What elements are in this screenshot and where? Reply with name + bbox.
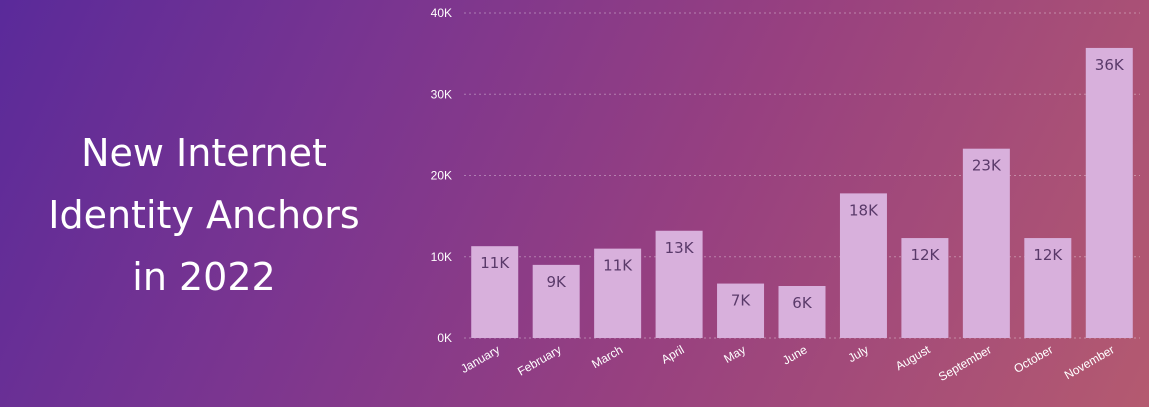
x-tick-label: February <box>515 342 564 378</box>
data-label: 12K <box>910 246 940 264</box>
bar <box>901 238 949 338</box>
headline-line-1: New Internet <box>81 131 327 175</box>
bar <box>655 230 703 338</box>
x-tick-label: October <box>1011 342 1055 375</box>
x-tick-label: June <box>780 342 810 367</box>
data-label: 6K <box>792 294 813 312</box>
x-tick-label: November <box>1062 342 1117 382</box>
chart-headline: New Internet Identity Anchors in 2022 <box>0 122 408 308</box>
x-tick-label: April <box>659 342 687 366</box>
bar <box>839 193 887 338</box>
x-tick-label: January <box>458 342 502 375</box>
bar <box>471 246 519 338</box>
data-label: 23K <box>972 157 1002 175</box>
bar <box>594 248 642 338</box>
bar <box>532 264 580 338</box>
y-tick-label: 10K <box>431 250 452 264</box>
y-tick-label: 20K <box>431 169 452 183</box>
data-label: 13K <box>665 239 695 257</box>
x-tick-label: August <box>893 342 933 373</box>
data-label: 9K <box>546 273 567 291</box>
x-tick-label: July <box>845 342 870 365</box>
bar <box>778 286 826 338</box>
data-label: 7K <box>731 292 752 310</box>
x-tick-label: March <box>589 342 625 371</box>
y-tick-label: 40K <box>431 6 452 20</box>
bar <box>1024 238 1072 338</box>
y-tick-label: 30K <box>431 87 452 101</box>
headline-line-2: Identity Anchors <box>48 193 360 237</box>
data-label: 36K <box>1095 56 1125 74</box>
data-label: 11K <box>480 254 510 272</box>
data-label: 18K <box>849 201 879 219</box>
headline-line-3: in 2022 <box>132 255 276 299</box>
bar <box>717 283 765 338</box>
data-label: 12K <box>1033 246 1063 264</box>
y-tick-label: 0K <box>437 331 452 345</box>
x-tick-label: May <box>721 342 748 365</box>
bar <box>962 148 1010 338</box>
bar <box>1085 47 1133 338</box>
x-tick-label: September <box>936 342 994 383</box>
data-label: 11K <box>603 257 633 275</box>
